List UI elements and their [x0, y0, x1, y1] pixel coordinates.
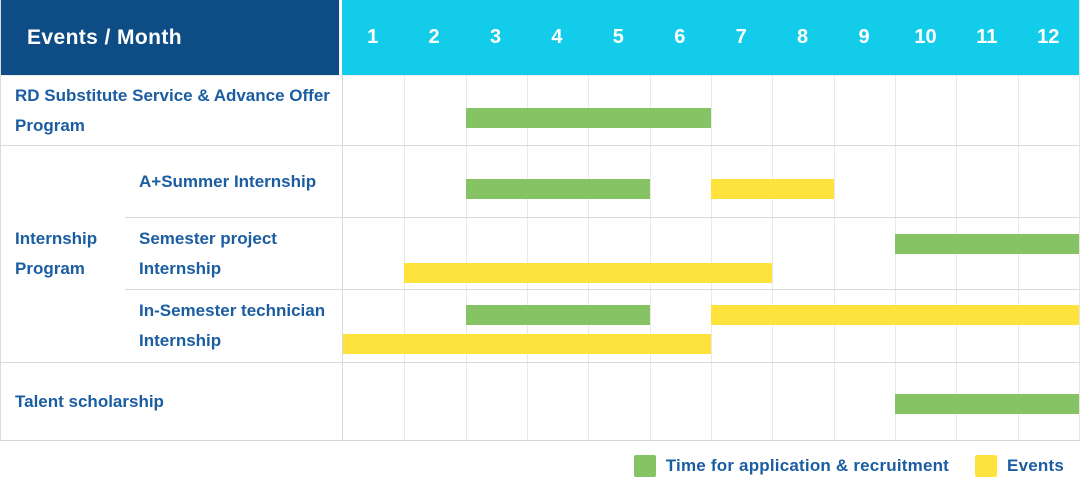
month-gridline	[404, 146, 406, 217]
month-gridline	[895, 146, 896, 217]
month-gridline	[404, 218, 406, 289]
row-label-talent-scholarship: Talent scholarship	[1, 362, 342, 440]
month-gridline	[465, 363, 467, 440]
month-gridline	[404, 363, 406, 440]
month-gridline	[772, 290, 774, 362]
gantt-bar-application	[465, 108, 711, 128]
gantt-row-track	[342, 289, 1079, 362]
month-gridline	[833, 290, 835, 362]
gantt-bar-events	[711, 179, 834, 199]
events-month-table: Events / Month 1 2 3 4 5 6 7 8 9 10 11 12 RD Substi…	[0, 0, 1080, 441]
gantt-bar-application	[465, 179, 650, 199]
gantt-bar-events	[404, 263, 773, 283]
month-gridline	[649, 363, 651, 440]
row-label-semester-project-internship: Semester project Internship	[125, 217, 342, 289]
month-gridline	[404, 76, 406, 145]
month-gridline	[527, 218, 528, 289]
gantt-bar-application	[895, 394, 1079, 414]
month-header-cell: 12	[1037, 26, 1060, 48]
month-header-cell: 4	[551, 26, 563, 48]
month-gridline	[772, 218, 774, 289]
legend-swatch-yellow	[975, 455, 998, 477]
month-gridline	[833, 218, 835, 289]
months-header: 1 2 3 4 5 6 7 8 9 10 11 12	[342, 0, 1079, 75]
group-label-internship-program: Internship Program	[1, 145, 125, 362]
corner-header-label: Events / Month	[27, 25, 182, 49]
month-header-cell: 6	[674, 26, 686, 48]
month-gridline	[711, 218, 712, 289]
month-gridline	[527, 363, 528, 440]
legend-label: Time for application & recruitment	[665, 456, 950, 475]
month-gridline	[588, 290, 590, 362]
month-gridline	[649, 290, 651, 362]
month-header-cell: 3	[489, 26, 502, 48]
row-label-text: In-Semester technician Internship	[139, 301, 326, 350]
gantt-row-track	[342, 145, 1079, 217]
month-header-cell: 9	[858, 26, 870, 48]
month-header-cell: 10	[914, 26, 937, 48]
corner-header: Events / Month	[1, 0, 342, 75]
month-header-cell: 8	[797, 26, 809, 48]
row-label-rd-substitute: RD Substitute Service & Advance Offer Pr…	[1, 75, 342, 145]
month-gridline	[772, 76, 774, 145]
month-gridline	[465, 218, 467, 289]
month-gridline	[588, 218, 590, 289]
gantt-row-track	[342, 217, 1079, 289]
month-gridline	[465, 290, 467, 362]
month-gridline	[1017, 76, 1019, 145]
month-gridline	[404, 290, 406, 362]
month-header-cell: 7	[735, 26, 747, 48]
month-gridline	[956, 76, 958, 145]
legend-item-events: Events	[975, 455, 1064, 477]
month-gridline	[649, 218, 651, 289]
gantt-bar-application	[465, 305, 650, 325]
row-label-text: RD Substitute Service & Advance Offer Pr…	[15, 85, 330, 135]
month-gridline	[711, 363, 712, 440]
gantt-row-track	[342, 75, 1079, 145]
legend: Time for application & recruitment Event…	[633, 455, 1064, 477]
row-label-in-semester-technician-internship: In-Semester technician Internship	[125, 289, 342, 362]
month-gridline	[956, 290, 958, 362]
gantt-bar-application	[895, 234, 1079, 254]
month-gridline	[527, 290, 528, 362]
gantt-bar-events	[343, 334, 711, 354]
row-label-text: Semester project Internship	[139, 228, 277, 278]
gantt-row-track	[342, 362, 1079, 440]
row-label-text: Talent scholarship	[15, 391, 164, 411]
row-label-text: A+Summer Internship	[139, 171, 317, 191]
legend-item-application: Time for application & recruitment	[633, 455, 950, 477]
gantt-bar-events	[711, 305, 1079, 325]
row-label-a-summer-internship: A+Summer Internship	[125, 145, 342, 217]
month-gridline	[649, 146, 651, 217]
month-gridline	[588, 363, 590, 440]
month-gridline	[956, 146, 958, 217]
month-gridline	[711, 290, 712, 362]
month-gridline	[1017, 290, 1019, 362]
month-gridline	[895, 290, 896, 362]
month-gridline	[895, 76, 896, 145]
month-gridline	[772, 363, 774, 440]
legend-label: Events	[1007, 456, 1064, 475]
month-header-cell: 1	[367, 26, 379, 48]
month-gridline	[711, 76, 712, 145]
month-gridline	[833, 363, 835, 440]
month-header-cell: 11	[976, 26, 998, 48]
group-label-text: Internship Program	[15, 229, 98, 278]
month-gridline	[833, 76, 835, 145]
month-header-cell: 2	[428, 26, 440, 48]
legend-swatch-green	[633, 455, 656, 477]
month-gridline	[1017, 146, 1019, 217]
month-header-cell: 5	[612, 26, 624, 48]
month-gridline	[833, 146, 835, 217]
